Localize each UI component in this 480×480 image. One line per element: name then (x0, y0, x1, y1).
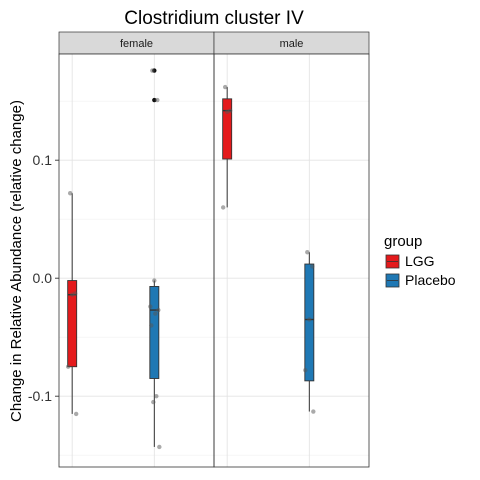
data-point (305, 250, 310, 255)
data-point (73, 411, 79, 417)
data-point (156, 307, 161, 313)
panel-female: female (58, 31, 215, 467)
panel-border-male (213, 53, 370, 468)
box-body (222, 98, 233, 160)
data-point (154, 394, 159, 399)
data-point (311, 409, 316, 414)
chart-title: Clostridium cluster IV (124, 8, 304, 29)
legend-item-placebo: Placebo (385, 272, 456, 288)
legend-label-placebo: Placebo (405, 272, 456, 288)
legend: group LGG Placebo (384, 233, 456, 288)
data-point (157, 444, 162, 450)
data-point (220, 205, 226, 210)
y-tick-label: 0.0 (33, 270, 53, 286)
data-point (222, 84, 228, 90)
data-point (69, 292, 75, 297)
y-axis: 0.1 0.0 -0.1 (28, 152, 59, 404)
box-male-lgg (220, 84, 233, 210)
panel-background-female (59, 54, 214, 467)
data-point (152, 278, 157, 283)
data-point (310, 264, 315, 269)
strip-label-male: male (280, 38, 304, 50)
y-tick-label: -0.1 (28, 388, 52, 404)
box-body (304, 263, 315, 382)
data-point (67, 191, 73, 196)
box-body (149, 286, 160, 379)
box-body (67, 280, 78, 368)
box-female-placebo (148, 68, 162, 450)
legend-title: group (384, 233, 422, 250)
legend-item-lgg: LGG (385, 253, 435, 269)
data-point (303, 368, 308, 373)
strip-label-female: female (120, 38, 153, 50)
data-point (153, 311, 158, 316)
box-layer (65, 68, 316, 450)
data-point (151, 399, 156, 405)
data-point (149, 323, 154, 328)
data-point (307, 317, 312, 322)
panel-male: male (213, 31, 370, 467)
y-tick-label: 0.1 (33, 152, 53, 168)
data-point (150, 68, 155, 73)
data-point (224, 109, 230, 115)
data-point (148, 304, 153, 309)
y-axis-title: Change in Relative Abundance (relative c… (8, 100, 25, 422)
data-point (65, 364, 71, 369)
box-female-lgg (65, 191, 79, 417)
panel-background-male (214, 54, 369, 467)
legend-label-lgg: LGG (405, 253, 435, 269)
data-point (155, 97, 160, 103)
box-male-placebo (303, 250, 316, 414)
